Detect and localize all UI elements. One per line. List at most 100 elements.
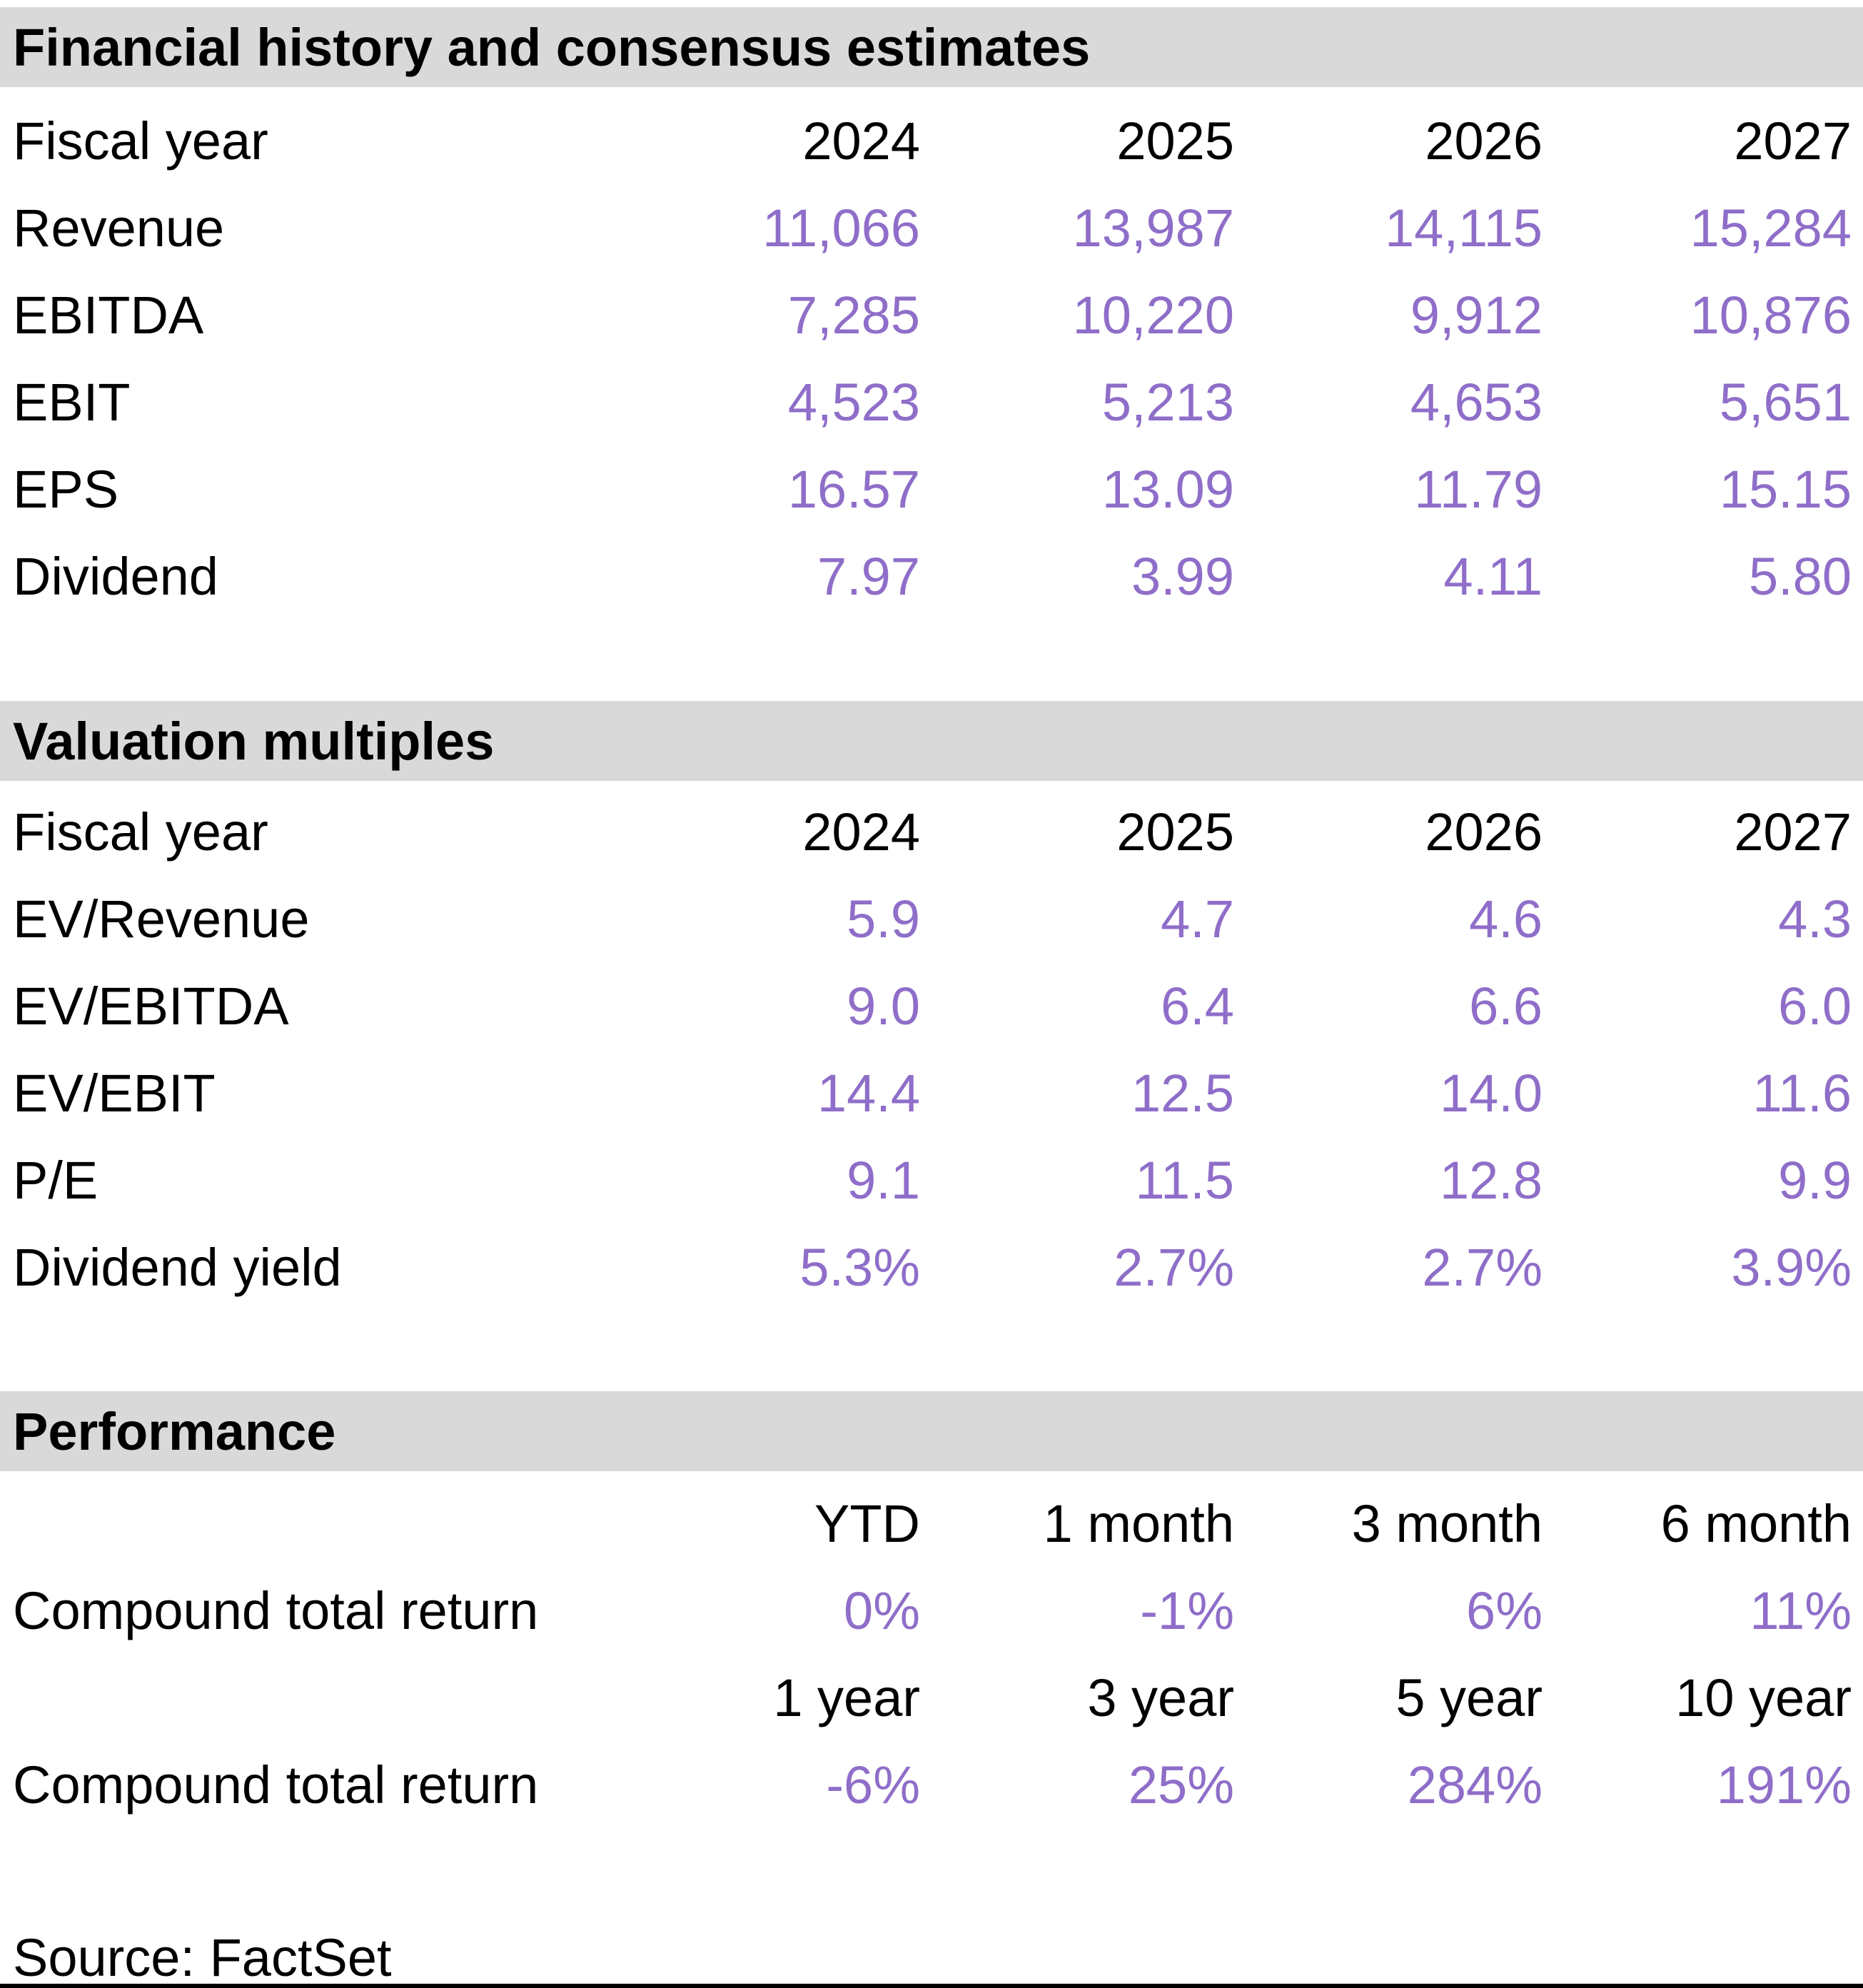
value-cell: 3.9% (1731, 1237, 1852, 1297)
row-label: EBITDA (13, 285, 204, 345)
value-cell: 14,115 (1385, 198, 1543, 258)
table-row: EV/Revenue 5.9 4.7 4.6 4.3 (0, 875, 1863, 962)
table-row: EBIT 4,523 5,213 4,653 5,651 (0, 358, 1863, 445)
period-header: 3 month (1351, 1493, 1543, 1553)
valuation-multiples-table: Fiscal year 2024 2025 2026 2027 EV/Reven… (0, 788, 1863, 1311)
row-label: Revenue (13, 198, 225, 258)
value-cell: 284% (1407, 1755, 1543, 1815)
value-cell: 5,651 (1719, 372, 1852, 432)
period-header: 1 year (773, 1667, 920, 1727)
value-cell: 5.9 (847, 889, 920, 949)
value-cell: 9,912 (1410, 285, 1543, 345)
value-cell: 7,285 (787, 285, 920, 345)
value-cell: 11,066 (762, 198, 920, 258)
row-label: Fiscal year (13, 111, 268, 171)
row-label: EBIT (13, 372, 131, 432)
financial-history-table: Fiscal year 2024 2025 2026 2027 Revenue … (0, 97, 1863, 620)
section-title: Financial history and consensus estimate… (13, 17, 1091, 77)
year-header: 2024 (802, 111, 920, 171)
row-label: P/E (13, 1150, 99, 1210)
row-label: EV/EBITDA (13, 976, 289, 1036)
row-label: Fiscal year (13, 802, 268, 862)
section-header-valuation-multiples: Valuation multiples (0, 701, 1863, 781)
value-cell: 2.7% (1422, 1237, 1543, 1297)
value-cell: 3.99 (1131, 546, 1234, 606)
table-header-row: YTD 1 month 3 month 6 month (0, 1480, 1863, 1567)
value-cell: 10,876 (1690, 285, 1852, 345)
value-cell: 0% (844, 1580, 920, 1640)
value-cell: 14.0 (1439, 1063, 1543, 1123)
section-title: Performance (13, 1401, 336, 1461)
section-header-performance: Performance (0, 1391, 1863, 1471)
section-title: Valuation multiples (13, 711, 495, 771)
value-cell: 11.79 (1414, 459, 1543, 519)
row-label: Compound total return (13, 1755, 539, 1815)
row-label (0, 1654, 612, 1741)
table-header-row: Fiscal year 2024 2025 2026 2027 (0, 788, 1863, 875)
value-cell: 6% (1466, 1580, 1543, 1640)
period-header: 10 year (1675, 1667, 1852, 1727)
value-cell: 12.5 (1131, 1063, 1234, 1123)
table-row: Revenue 11,066 13,987 14,115 15,284 (0, 184, 1863, 271)
value-cell: 15,284 (1690, 198, 1852, 258)
table-row: P/E 9.1 11.5 12.8 9.9 (0, 1136, 1863, 1223)
value-cell: 6.6 (1469, 976, 1543, 1036)
row-label: EV/EBIT (13, 1063, 216, 1123)
value-cell: 4.3 (1778, 889, 1852, 949)
table-header-row: Fiscal year 2024 2025 2026 2027 (0, 97, 1863, 184)
table-row: Compound total return 0% -1% 6% 11% (0, 1567, 1863, 1654)
row-label: EPS (13, 459, 119, 519)
bottom-divider (0, 1984, 1863, 1988)
source-text: Source: FactSet (13, 1927, 392, 1987)
table-row: EBITDA 7,285 10,220 9,912 10,876 (0, 271, 1863, 358)
table-row: Compound total return -6% 25% 284% 191% (0, 1741, 1863, 1828)
value-cell: 4.11 (1443, 546, 1543, 606)
row-label: Dividend yield (13, 1237, 342, 1297)
year-header: 2027 (1734, 111, 1852, 171)
value-cell: 5.3% (799, 1237, 920, 1297)
value-cell: 13.09 (1101, 459, 1234, 519)
period-header: 3 year (1087, 1667, 1234, 1727)
year-header: 2025 (1116, 111, 1234, 171)
value-cell: 4.7 (1161, 889, 1234, 949)
value-cell: 4,653 (1410, 372, 1543, 432)
value-cell: -1% (1140, 1580, 1234, 1640)
period-header: 1 month (1043, 1493, 1234, 1553)
row-label: EV/Revenue (13, 889, 310, 949)
value-cell: 14.4 (817, 1063, 920, 1123)
year-header: 2026 (1425, 802, 1543, 862)
value-cell: 4.6 (1469, 889, 1543, 949)
value-cell: 9.0 (847, 976, 920, 1036)
value-cell: 9.9 (1778, 1150, 1852, 1210)
section-header-financial-history: Financial history and consensus estimate… (0, 7, 1863, 87)
table-row: EPS 16.57 13.09 11.79 15.15 (0, 445, 1863, 533)
value-cell: 11.5 (1135, 1150, 1234, 1210)
value-cell: 6.4 (1161, 976, 1234, 1036)
value-cell: 11% (1750, 1580, 1852, 1640)
period-header: 6 month (1660, 1493, 1852, 1553)
value-cell: 5,213 (1101, 372, 1234, 432)
year-header: 2025 (1116, 802, 1234, 862)
value-cell: 5.80 (1748, 546, 1852, 606)
value-cell: 11.6 (1752, 1063, 1852, 1123)
year-header: 2024 (802, 802, 920, 862)
value-cell: 6.0 (1778, 976, 1852, 1036)
table-row: Dividend 7.97 3.99 4.11 5.80 (0, 533, 1863, 620)
value-cell: 7.97 (817, 546, 920, 606)
performance-table: YTD 1 month 3 month 6 month Compound tot… (0, 1480, 1863, 1828)
row-label: Compound total return (13, 1580, 539, 1640)
year-header: 2027 (1734, 802, 1852, 862)
value-cell: 191% (1716, 1755, 1852, 1815)
year-header: 2026 (1425, 111, 1543, 171)
value-cell: 13,987 (1072, 198, 1234, 258)
period-header: 5 year (1395, 1667, 1543, 1727)
value-cell: 12.8 (1439, 1150, 1543, 1210)
value-cell: 16.57 (787, 459, 920, 519)
value-cell: -6% (826, 1755, 920, 1815)
table-row: EV/EBIT 14.4 12.5 14.0 11.6 (0, 1049, 1863, 1136)
value-cell: 9.1 (847, 1150, 920, 1210)
row-label: Dividend (13, 546, 218, 606)
table-row: EV/EBITDA 9.0 6.4 6.6 6.0 (0, 962, 1863, 1049)
table-row: Dividend yield 5.3% 2.7% 2.7% 3.9% (0, 1223, 1863, 1311)
value-cell: 25% (1128, 1755, 1234, 1815)
